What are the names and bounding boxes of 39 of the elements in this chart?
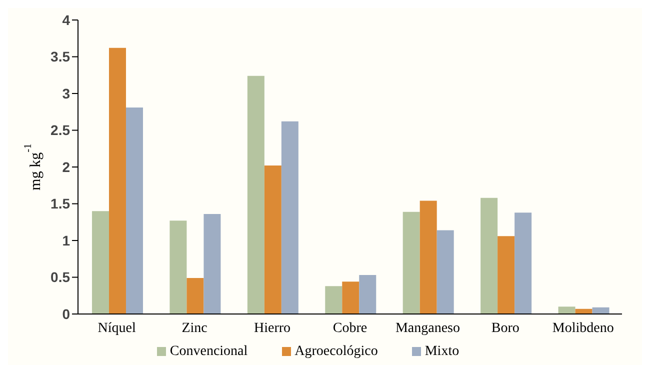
x-tick-label: Zinc [182,320,208,336]
bar [186,278,204,314]
bar [420,200,437,314]
legend-label: Agroecológico [294,344,378,359]
y-tick-label: 2.5 [50,122,70,138]
bar [498,236,515,314]
y-tick-label: 4 [62,12,70,28]
bar [436,230,454,314]
bar [126,107,143,314]
bar [108,48,126,314]
y-tick-label: 2 [62,158,70,175]
x-tick-label: Manganeso [395,320,460,336]
bar [592,307,610,314]
bar [247,76,264,314]
y-tick-label: 3 [62,85,70,102]
bar [204,214,221,314]
bar [402,212,420,314]
bar [514,212,532,314]
bar [480,198,498,314]
y-tick-label: 0 [62,306,70,322]
y-tick-label: 3.5 [50,48,70,65]
y-tick-label: 1.5 [50,196,70,212]
bar [170,220,187,314]
bar [92,211,109,314]
x-tick-label: Molibdeno [552,320,614,336]
x-tick-label: Níquel [98,320,136,336]
legend-label: Convencional [170,344,248,359]
bar [281,121,298,314]
x-tick-label: Hierro [254,320,291,336]
y-tick-label: 1 [62,232,70,248]
bar [359,275,376,314]
y-tick-label: 0.5 [50,269,70,286]
bar [264,166,282,314]
legend-label: Mixto [424,344,460,359]
x-tick-label: Cobre [332,320,368,336]
bar [342,282,360,314]
bar [325,286,342,314]
bar [558,306,576,314]
x-tick-label: Boro [491,320,520,336]
